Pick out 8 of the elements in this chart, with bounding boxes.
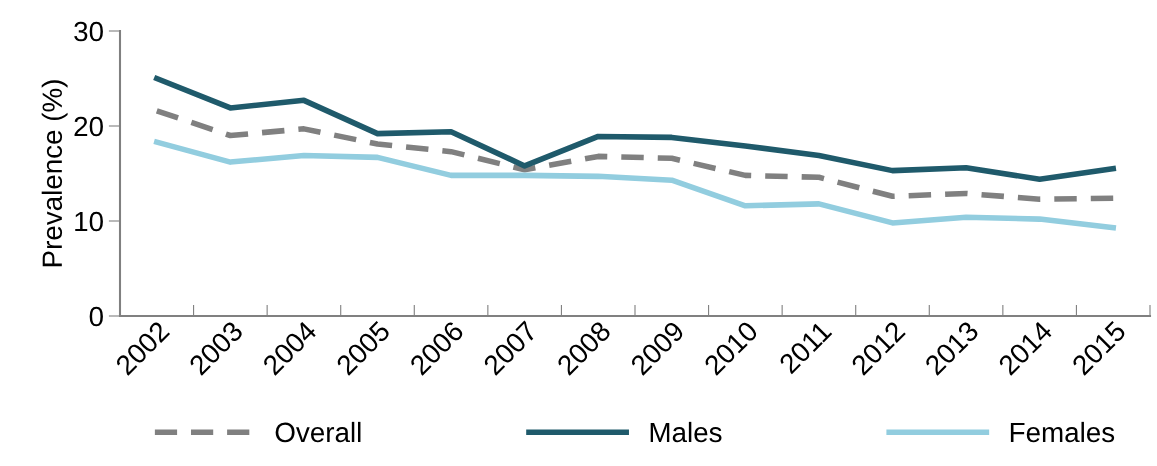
legend-label: Males: [650, 421, 722, 443]
legend-label: Females: [1010, 421, 1115, 443]
y-tick-label: 10: [75, 211, 103, 232]
y-tick-label: 30: [74, 21, 103, 42]
y-tick-label: 20: [74, 116, 103, 137]
y-tick-label: 0: [89, 306, 103, 327]
legend-label: Overall: [275, 421, 361, 443]
y-axis-title: Prevalence (%): [41, 80, 68, 267]
